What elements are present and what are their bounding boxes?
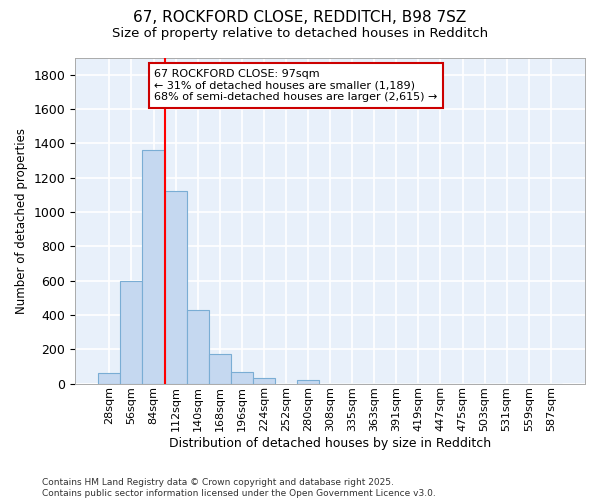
Bar (253, 378, 275, 384)
Bar (231, 372, 253, 384)
Bar (209, 354, 231, 384)
Text: 67 ROCKFORD CLOSE: 97sqm
← 31% of detached houses are smaller (1,189)
68% of sem: 67 ROCKFORD CLOSE: 97sqm ← 31% of detach… (154, 69, 437, 102)
Y-axis label: Number of detached properties: Number of detached properties (15, 128, 28, 314)
X-axis label: Distribution of detached houses by size in Redditch: Distribution of detached houses by size … (169, 437, 491, 450)
Bar (142, 150, 164, 384)
Bar (121, 280, 142, 384)
Bar (297, 380, 319, 384)
Bar (98, 373, 121, 384)
Bar (164, 192, 187, 384)
Bar (187, 310, 209, 384)
Text: 67, ROCKFORD CLOSE, REDDITCH, B98 7SZ: 67, ROCKFORD CLOSE, REDDITCH, B98 7SZ (133, 10, 467, 25)
Text: Contains HM Land Registry data © Crown copyright and database right 2025.
Contai: Contains HM Land Registry data © Crown c… (42, 478, 436, 498)
Text: Size of property relative to detached houses in Redditch: Size of property relative to detached ho… (112, 28, 488, 40)
